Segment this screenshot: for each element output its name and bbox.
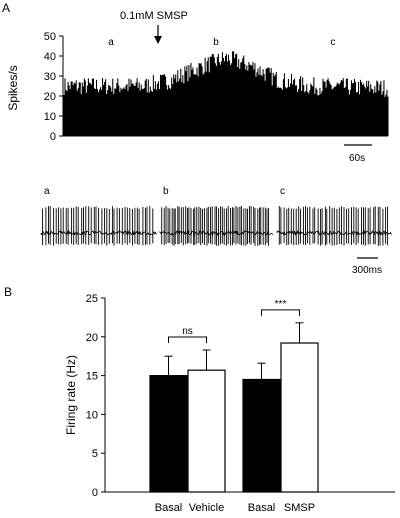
panel-a-y-axis: 0 10 20 30 40 50: [44, 31, 64, 143]
trace-scale-label: 300ms: [352, 265, 382, 276]
panel-b-bars: [149, 322, 319, 493]
bar-basal: [242, 378, 281, 493]
category-label-smsp: SMSP: [284, 502, 315, 514]
category-label-vehicle: Vehicle: [189, 502, 224, 514]
panel-b-y-tick-label: 25: [86, 293, 98, 305]
panel-b-significance: ns ***: [168, 299, 300, 343]
significance-bracket: [168, 336, 207, 343]
epoch-label-a: a: [108, 37, 114, 48]
bar-basal: [149, 375, 188, 493]
panel-b-label: B: [4, 285, 12, 299]
panel-a-label: A: [2, 1, 10, 15]
category-label-basal: Basal: [155, 502, 183, 514]
category-label-basal: Basal: [248, 502, 276, 514]
panel-b-y-tick-label: 20: [86, 332, 98, 344]
significance-label: ns: [182, 326, 193, 337]
drug-arrow: [154, 25, 162, 44]
panel-a-y-tick-label: 10: [44, 111, 56, 123]
significance-label: ***: [275, 299, 287, 310]
panel-a-y-tick-label: 30: [44, 71, 56, 83]
panel-a-epoch-labels: a b c: [108, 37, 335, 48]
trace-spikes: [42, 206, 154, 246]
trace-baseline: [276, 229, 392, 237]
panel-b-axes: 0 5 10 15 20 25: [86, 293, 395, 499]
panel-b-category-labels: Basal Vehicle Basal SMSP: [155, 502, 315, 514]
bar-smsp: [280, 342, 319, 493]
trace-label-c: c: [280, 186, 285, 197]
panel-b-y-tick-label: 0: [92, 487, 98, 499]
spike-traces: a b c: [40, 186, 392, 246]
panel-b-y-tick-label: 5: [92, 448, 98, 460]
epoch-label-b: b: [213, 37, 219, 48]
panel-a-ylabel: Spikes/s: [6, 65, 20, 110]
panel-a-y-tick-label: 20: [44, 91, 56, 103]
trace-label-a: a: [44, 186, 50, 197]
panel-b-y-tick-label: 15: [86, 371, 98, 383]
panel-a-rate-histogram: [63, 51, 389, 137]
trace-spikes: [278, 206, 389, 246]
panel-b-y-tick-label: 10: [86, 409, 98, 421]
significance-bracket: [261, 309, 300, 316]
panel-a-scale-label: 60s: [349, 153, 365, 164]
trace-label-b: b: [163, 186, 169, 197]
rate-histogram-bars: [63, 51, 389, 136]
bar-vehicle: [187, 369, 226, 493]
panel-a-y-tick-label: 40: [44, 51, 56, 63]
drug-annotation: 0.1mM SMSP: [120, 10, 188, 22]
trace-spikes: [161, 206, 270, 246]
panel-a-y-tick-label: 50: [44, 31, 56, 43]
panel-b-ylabel: Firing rate (Hz): [64, 355, 78, 435]
epoch-label-c: c: [331, 37, 336, 48]
panel-a-y-tick-label: 0: [50, 131, 56, 143]
